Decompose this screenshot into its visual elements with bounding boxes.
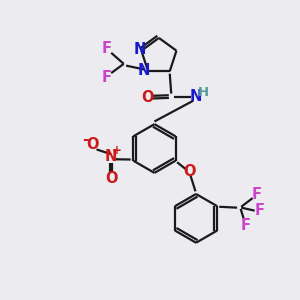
Text: F: F xyxy=(102,41,112,56)
Text: -: - xyxy=(82,131,89,146)
Text: F: F xyxy=(241,218,251,233)
Text: F: F xyxy=(255,203,265,218)
Text: F: F xyxy=(102,70,112,85)
Text: O: O xyxy=(183,164,196,179)
Text: O: O xyxy=(105,171,117,186)
Text: N: N xyxy=(138,63,150,78)
Text: N: N xyxy=(105,149,117,164)
Text: F: F xyxy=(252,187,262,202)
Text: H: H xyxy=(198,86,209,100)
Text: O: O xyxy=(142,90,154,105)
Text: O: O xyxy=(86,137,99,152)
Text: N: N xyxy=(189,89,202,104)
Text: +: + xyxy=(112,144,122,158)
Text: N: N xyxy=(134,42,146,57)
